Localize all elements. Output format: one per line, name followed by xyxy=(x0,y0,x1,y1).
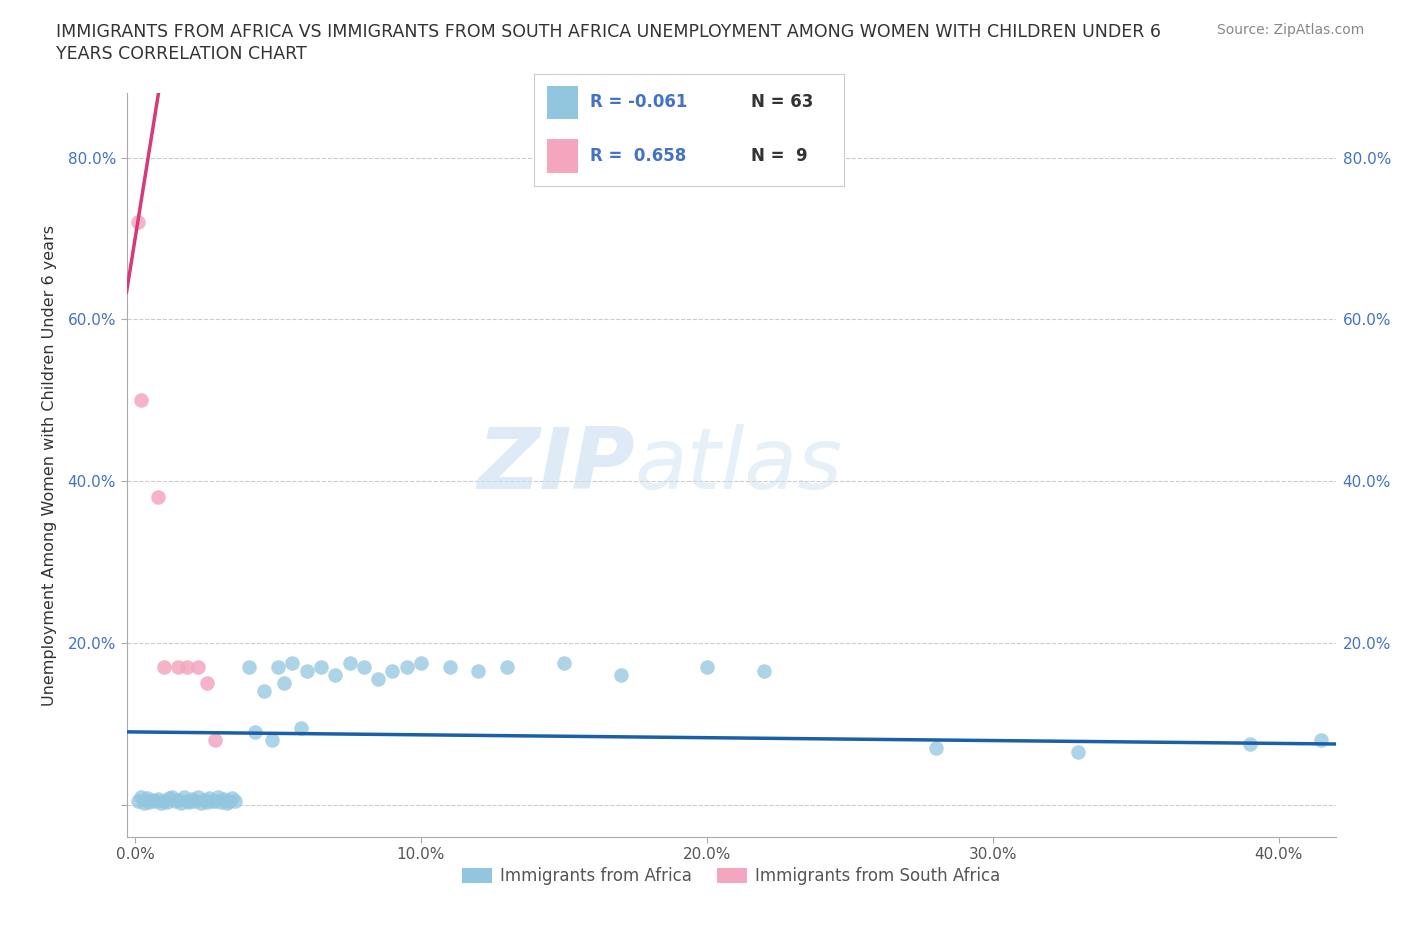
Point xyxy=(132,795,155,810)
Point xyxy=(224,794,246,809)
Point xyxy=(170,795,193,810)
Point xyxy=(167,659,190,674)
Point xyxy=(176,659,198,674)
Point xyxy=(187,790,209,804)
Point xyxy=(162,790,184,804)
Point xyxy=(181,791,204,806)
Point xyxy=(238,659,260,674)
Point xyxy=(146,490,169,505)
Point xyxy=(367,671,389,686)
Point xyxy=(184,794,207,809)
Point xyxy=(193,792,215,807)
Bar xyxy=(547,140,578,173)
Point xyxy=(127,793,149,808)
Point xyxy=(152,659,174,674)
Point xyxy=(290,721,312,736)
Point xyxy=(339,656,361,671)
Point xyxy=(165,794,187,809)
Point xyxy=(309,659,332,674)
Point xyxy=(262,733,284,748)
Point xyxy=(179,795,201,810)
Point xyxy=(215,795,238,810)
Point xyxy=(212,791,235,806)
Text: N = 63: N = 63 xyxy=(751,93,813,112)
Point xyxy=(167,792,190,807)
Point xyxy=(152,793,174,808)
Point xyxy=(752,664,775,679)
Point xyxy=(1310,733,1333,748)
Point xyxy=(204,733,226,748)
Point xyxy=(204,794,226,809)
Text: R = -0.061: R = -0.061 xyxy=(591,93,688,112)
Point xyxy=(187,659,209,674)
Point xyxy=(253,684,276,698)
Point xyxy=(195,676,218,691)
Point xyxy=(395,659,418,674)
Point xyxy=(610,668,633,683)
Point xyxy=(135,790,157,805)
Point xyxy=(198,790,221,805)
Point xyxy=(141,792,163,807)
Point xyxy=(273,676,295,691)
Text: IMMIGRANTS FROM AFRICA VS IMMIGRANTS FROM SOUTH AFRICA UNEMPLOYMENT AMONG WOMEN : IMMIGRANTS FROM AFRICA VS IMMIGRANTS FRO… xyxy=(56,23,1161,41)
Point xyxy=(149,795,172,810)
Point xyxy=(323,668,346,683)
Point xyxy=(209,795,232,810)
Point xyxy=(129,392,152,407)
Bar xyxy=(547,86,578,119)
Point xyxy=(138,795,160,810)
Point xyxy=(157,790,180,805)
Point xyxy=(553,656,575,671)
Text: R =  0.658: R = 0.658 xyxy=(591,147,686,165)
Point xyxy=(129,790,152,804)
Point xyxy=(127,215,149,230)
Point xyxy=(281,656,304,671)
Point xyxy=(190,795,212,810)
Point xyxy=(207,790,229,804)
Y-axis label: Unemployment Among Women with Children Under 6 years: Unemployment Among Women with Children U… xyxy=(42,224,56,706)
Point xyxy=(1067,745,1090,760)
Text: ZIP: ZIP xyxy=(477,423,634,507)
Point xyxy=(409,656,432,671)
Point xyxy=(467,664,489,679)
Point xyxy=(495,659,517,674)
Point xyxy=(173,790,195,804)
Point xyxy=(143,794,166,809)
Text: atlas: atlas xyxy=(634,423,842,507)
Point xyxy=(696,659,718,674)
Point xyxy=(243,724,266,739)
Text: Source: ZipAtlas.com: Source: ZipAtlas.com xyxy=(1216,23,1364,37)
Point xyxy=(353,659,375,674)
Point xyxy=(924,740,946,755)
Point xyxy=(439,659,461,674)
Text: N =  9: N = 9 xyxy=(751,147,807,165)
Legend: Immigrants from Africa, Immigrants from South Africa: Immigrants from Africa, Immigrants from … xyxy=(456,860,1007,892)
Point xyxy=(267,659,290,674)
Text: YEARS CORRELATION CHART: YEARS CORRELATION CHART xyxy=(56,45,307,62)
Point xyxy=(146,791,169,806)
Point xyxy=(155,795,177,810)
Point xyxy=(218,793,240,808)
Point xyxy=(221,790,243,805)
Point xyxy=(295,664,318,679)
Point xyxy=(1239,737,1261,751)
Point xyxy=(195,795,218,810)
Point xyxy=(381,664,404,679)
Point xyxy=(201,793,224,808)
Point xyxy=(176,793,198,808)
